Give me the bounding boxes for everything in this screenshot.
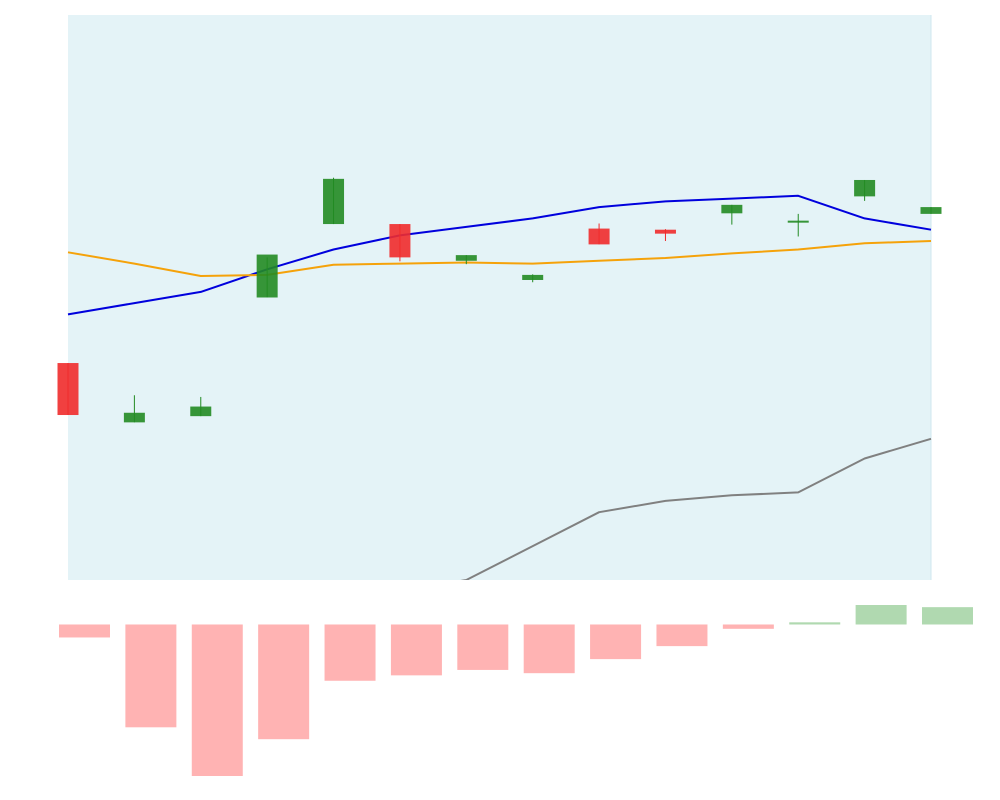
candle-4 <box>323 178 344 224</box>
candle-body <box>124 413 145 423</box>
candle-body <box>323 179 344 224</box>
candle-body <box>788 221 809 223</box>
price-panel-background <box>68 15 931 580</box>
candle-13 <box>921 207 942 214</box>
candle-body <box>655 230 676 234</box>
histogram-bar-10 <box>723 624 774 628</box>
histogram-bar-0 <box>59 624 110 637</box>
histogram-bar-12 <box>856 605 907 624</box>
candle-body <box>456 255 477 261</box>
candle-0 <box>58 363 79 415</box>
histogram-bar-7 <box>524 624 575 673</box>
oscillator-histogram <box>59 605 973 776</box>
candle-3 <box>257 255 278 298</box>
histogram-bar-3 <box>258 624 309 739</box>
candle-5 <box>389 224 410 261</box>
candle-body <box>58 363 79 415</box>
candle-body <box>921 207 942 214</box>
histogram-bar-4 <box>325 624 376 680</box>
candle-body <box>522 275 543 280</box>
histogram-bar-9 <box>656 624 707 646</box>
histogram-bar-2 <box>192 624 243 776</box>
histogram-bar-1 <box>125 624 176 727</box>
histogram-bar-11 <box>789 622 840 624</box>
candle-body <box>389 224 410 257</box>
histogram-bar-13 <box>922 607 973 624</box>
histogram-bar-6 <box>457 624 508 669</box>
candle-body <box>721 205 742 213</box>
histogram-bar-8 <box>590 624 641 659</box>
candle-body <box>257 255 278 298</box>
candle-body <box>854 180 875 196</box>
candle-body <box>190 407 211 417</box>
candle-body <box>589 229 610 245</box>
histogram-bar-5 <box>391 624 442 675</box>
